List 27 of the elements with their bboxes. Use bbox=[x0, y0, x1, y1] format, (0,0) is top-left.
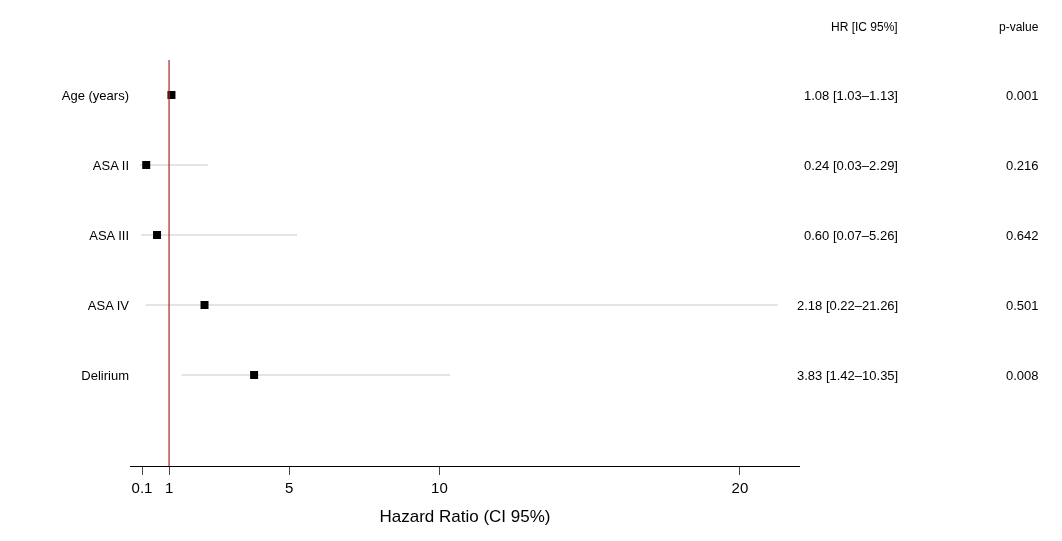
data-label: 2.18 [0.22–21.26] bbox=[797, 298, 899, 313]
text: 0.501 bbox=[1006, 298, 1039, 313]
data-label: 3.83 [1.42–10.35] bbox=[797, 368, 899, 383]
data-label: 0.24 [0.03–2.29] bbox=[804, 158, 898, 173]
y-tick-label: Age (years) bbox=[61, 87, 129, 103]
y-tick-label: ASA III bbox=[89, 227, 129, 243]
x-tick-label: 0.1 bbox=[131, 479, 153, 496]
text: 0.216 bbox=[1006, 158, 1039, 173]
x-tick-label: 10 bbox=[431, 479, 448, 496]
point bbox=[142, 161, 151, 169]
y-tick-label: ASA II bbox=[92, 157, 129, 173]
y-tick-label: Delirium bbox=[81, 367, 129, 383]
data-label: 1.08 [1.03–1.13] bbox=[804, 88, 898, 103]
x-axis-title: Hazard Ratio (CI 95%) bbox=[379, 507, 551, 527]
text: 0.008 bbox=[1006, 368, 1039, 383]
y-tick-label: ASA IV bbox=[87, 297, 130, 313]
point bbox=[200, 301, 209, 309]
x-tick-label: 20 bbox=[731, 479, 749, 496]
point bbox=[250, 371, 259, 379]
text: HR [IC 95%] bbox=[831, 20, 898, 34]
text: 0.642 bbox=[1006, 228, 1039, 243]
point bbox=[153, 231, 162, 239]
data-label: 0.60 [0.07–5.26] bbox=[804, 228, 898, 243]
x-tick-label: 5 bbox=[285, 479, 294, 496]
text: p-value bbox=[999, 20, 1039, 34]
text: 0.001 bbox=[1006, 88, 1039, 103]
x-tick-label: 1 bbox=[164, 479, 174, 496]
